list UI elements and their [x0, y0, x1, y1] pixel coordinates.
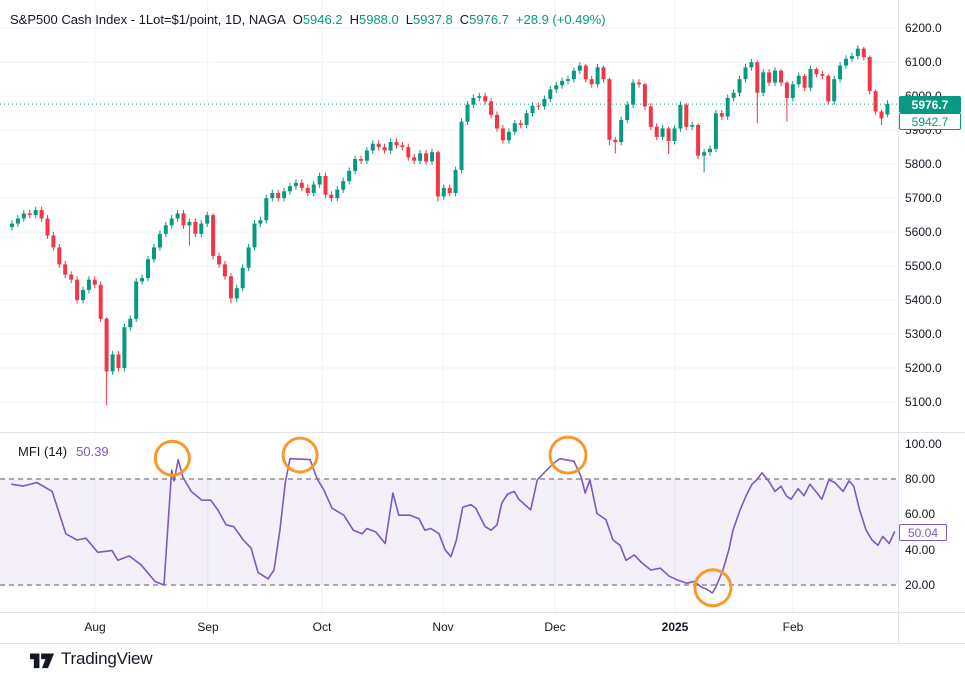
price-axis-tick: 5700.0: [905, 191, 942, 205]
price-axis-tick: 5200.0: [905, 361, 942, 375]
price-axis-tick: 5800.0: [905, 157, 942, 171]
price-axis-tick: 5100.0: [905, 395, 942, 409]
indicator-value-badge: 50.04: [899, 524, 947, 541]
price-axis-tick: 5300.0: [905, 327, 942, 341]
time-axis-label: 2025: [661, 620, 689, 634]
time-axis-label: Feb: [782, 620, 804, 634]
indicator-legend[interactable]: MFI (14) 50.39: [18, 444, 109, 459]
open-value: 5946.2: [302, 12, 343, 27]
price-axis-tick: 5600.0: [905, 225, 942, 239]
indicator-name: MFI (14): [18, 444, 68, 459]
indicator-axis-tick: 80.00: [905, 472, 936, 486]
price-axis-tick: 6200.0: [905, 21, 942, 35]
indicator-axis-tick: 60.00: [905, 507, 936, 521]
last-price-badge: 5976.7: [899, 96, 961, 113]
indicator-axis-tick: 100.00: [905, 437, 942, 451]
high-value: 5988.0: [358, 12, 399, 27]
time-axis-label: Oct: [312, 620, 332, 634]
chart-canvas[interactable]: [0, 0, 965, 645]
price-axis-tick: 6100.0: [905, 55, 942, 69]
indicator-axis-tick: 20.00: [905, 578, 936, 592]
close-value: 5976.7: [469, 12, 509, 27]
low-label: L: [405, 12, 413, 27]
symbol-header[interactable]: S&P500 Cash Index - 1Lot=$1/point, 1D, N…: [10, 12, 606, 27]
symbol-title: S&P500 Cash Index - 1Lot=$1/point, 1D, N…: [10, 12, 286, 27]
price-axis-tick: 5400.0: [905, 293, 942, 307]
close-label: C: [459, 12, 470, 27]
tradingview-logo[interactable]: TradingView: [30, 649, 153, 669]
change-value: +28.9 (+0.49%): [515, 12, 606, 27]
price-axis-tick: 5500.0: [905, 259, 942, 273]
time-axis-label: Sep: [197, 620, 219, 634]
time-axis-label: Nov: [432, 620, 454, 634]
time-axis-label: Dec: [544, 620, 566, 634]
time-axis-label: Aug: [84, 620, 106, 634]
indicator-axis-tick: 40.00: [905, 543, 936, 557]
indicator-value: 50.39: [76, 444, 109, 459]
tradingview-mark-icon: [30, 653, 54, 668]
open-label: O: [292, 12, 303, 27]
brand-text: TradingView: [61, 649, 153, 668]
secondary-price-badge: 5942.7: [899, 113, 961, 130]
high-label: H: [349, 12, 359, 27]
low-value: 5937.8: [412, 12, 453, 27]
